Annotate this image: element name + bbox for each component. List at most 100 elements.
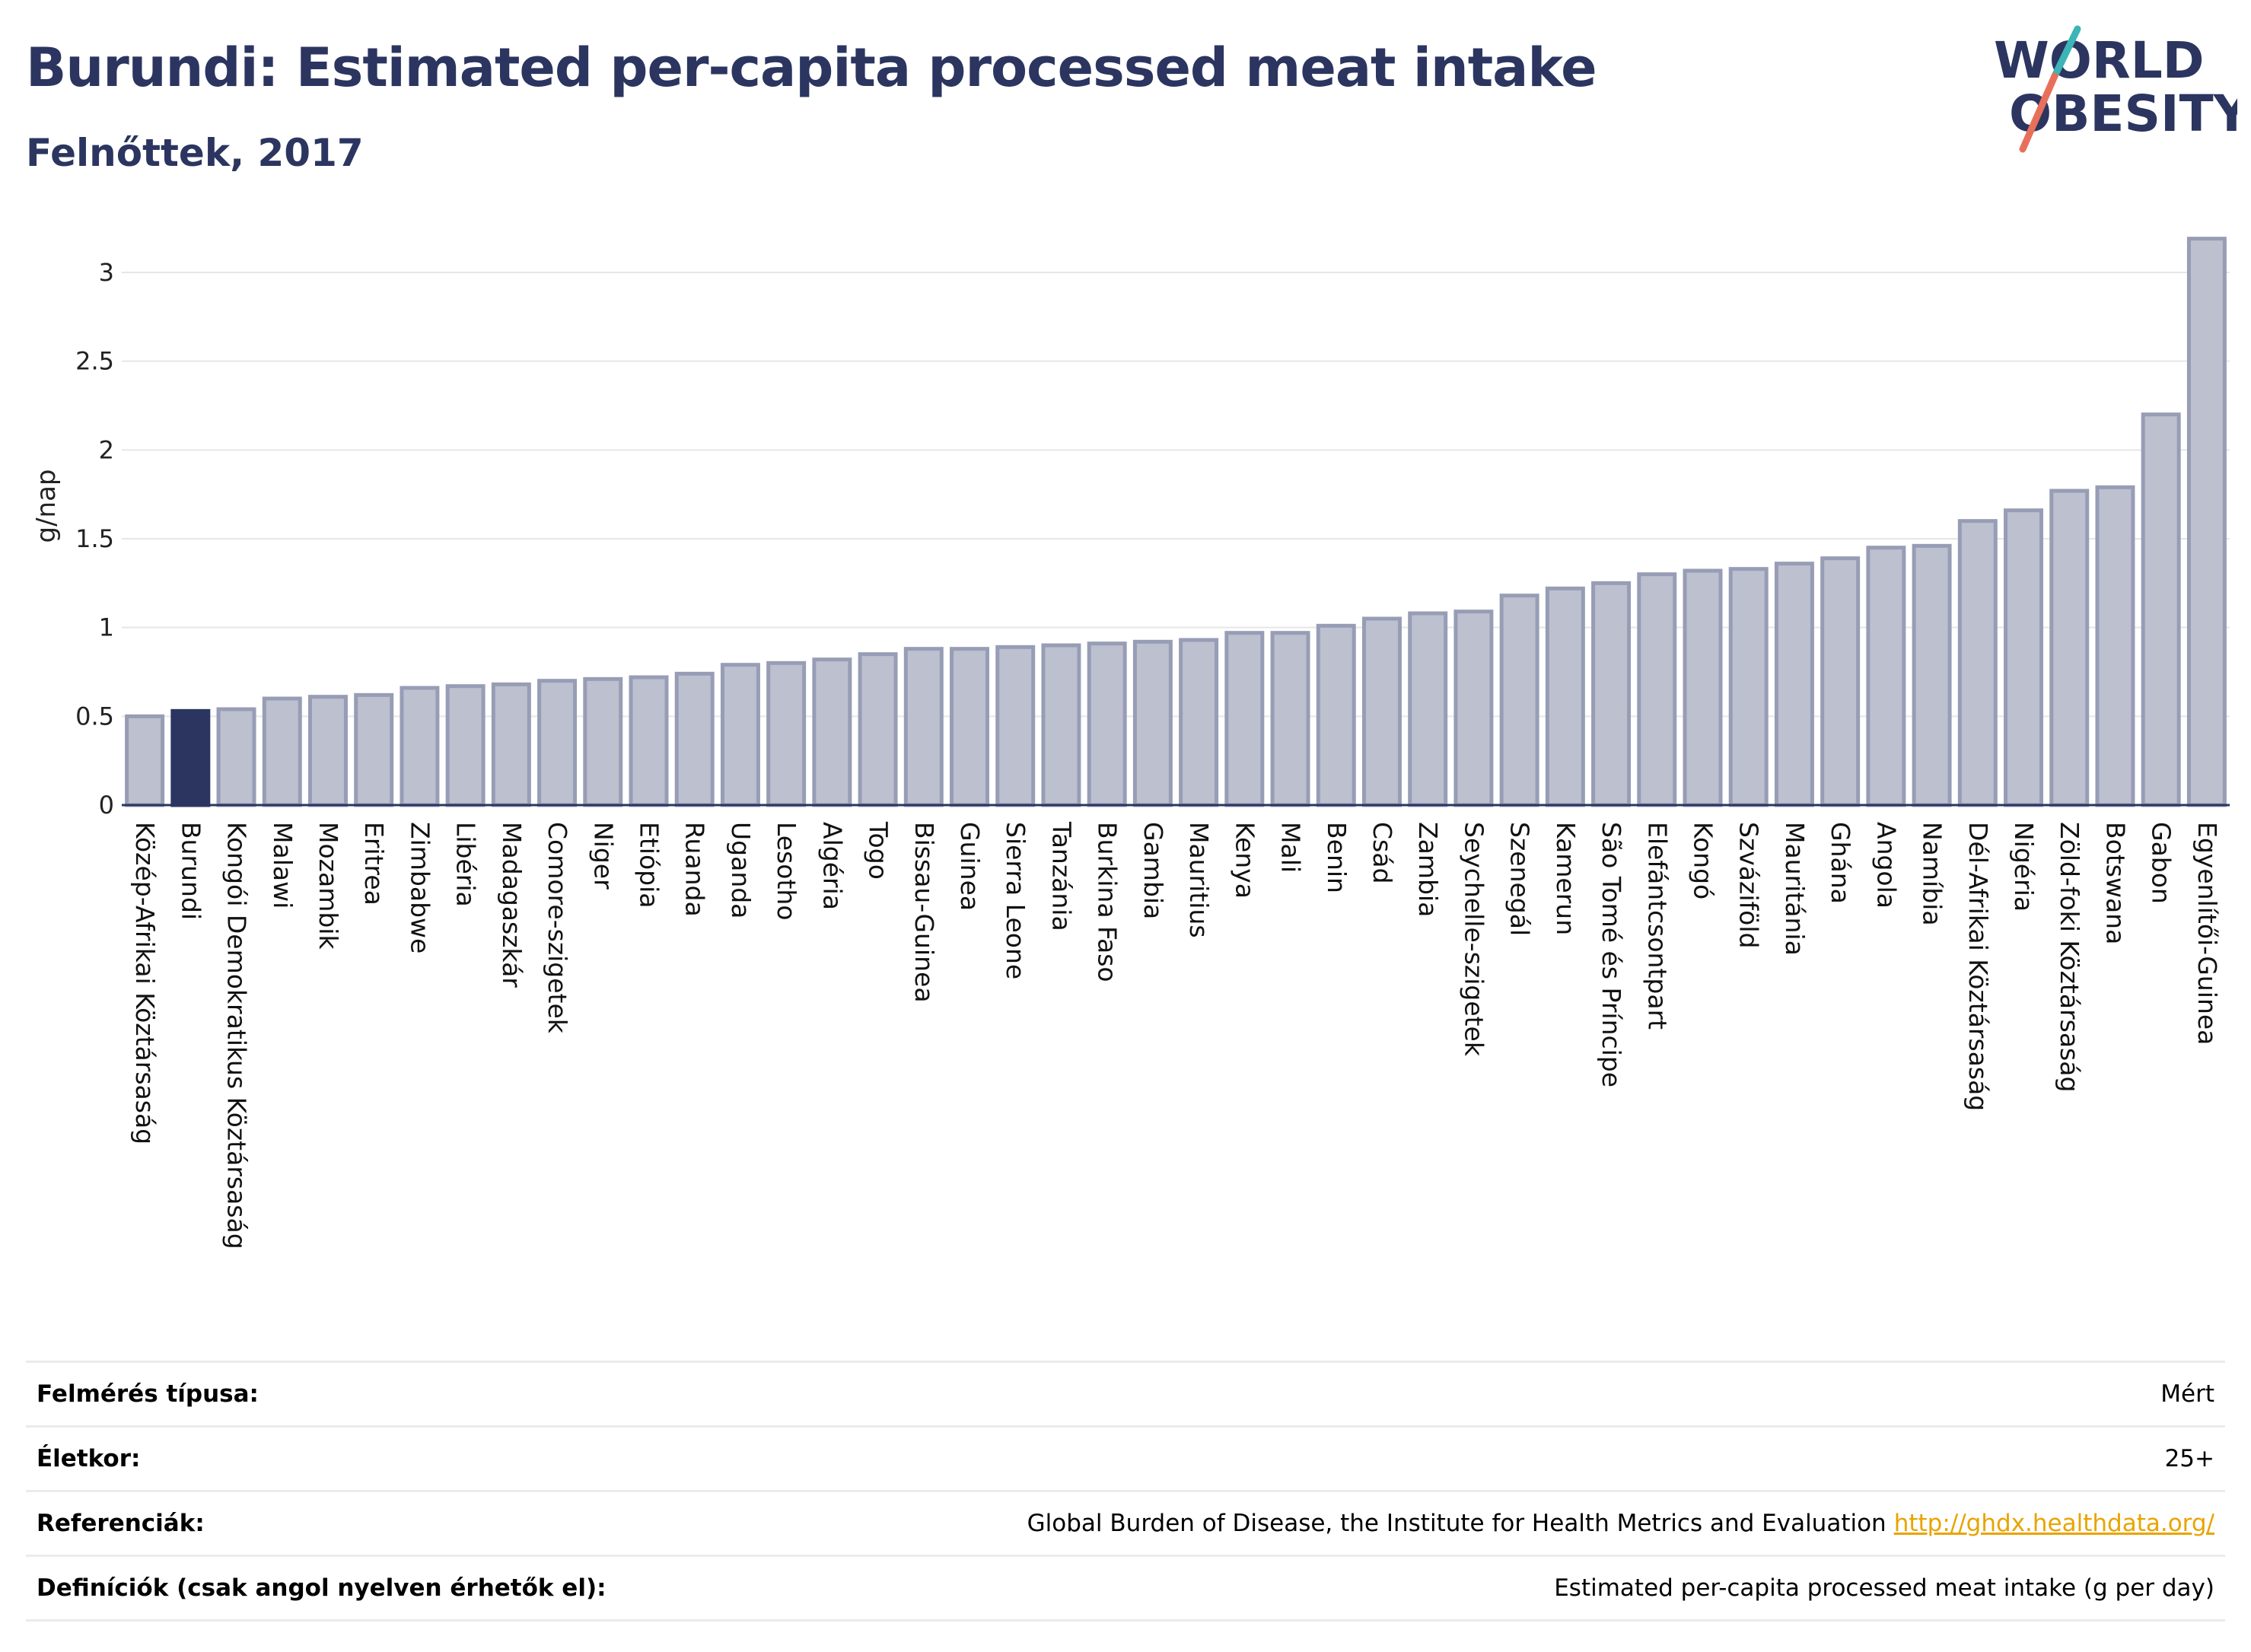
x-tick-label: Malawi: [268, 822, 298, 909]
bar: [1453, 610, 1494, 807]
x-tick-label: Uganda: [726, 822, 756, 918]
bar: [1179, 638, 1219, 807]
x-tick-label: Zambia: [1413, 822, 1443, 917]
bar: [766, 660, 807, 807]
bar: [1408, 611, 1448, 807]
x-tick-label: Közép-Afrikai Köztársaság: [130, 822, 160, 1144]
y-tick-label: 1: [99, 613, 114, 642]
bar: [307, 695, 348, 807]
x-tick-label: Ghána: [1826, 822, 1855, 904]
metadata-table: Felmérés típusa: Mért Életkor: 25+ Refer…: [26, 1361, 2225, 1622]
bar: [216, 707, 256, 807]
x-tick-label: Ruanda: [680, 822, 710, 917]
bar: [950, 647, 990, 807]
reference-text: Global Burden of Disease, the Institute …: [1027, 1510, 1886, 1537]
meta-label: Referenciák:: [37, 1510, 205, 1537]
meta-value: 25+: [2164, 1445, 2214, 1472]
x-tick-label: Burundi: [176, 822, 205, 920]
x-tick-label: Sierra Leone: [1001, 822, 1030, 979]
y-tick-label: 0: [99, 791, 114, 820]
meta-row-definitions: Definíciók (csak angol nyelven érhetők e…: [26, 1555, 2225, 1622]
bar: [2049, 489, 2090, 807]
bar: [491, 682, 531, 807]
x-tick-label: Szenegál: [1505, 822, 1535, 936]
x-tick-label: Mali: [1276, 822, 1306, 873]
y-tick-label: 3: [99, 258, 114, 287]
bar: [2004, 508, 2044, 807]
x-tick-label: Mauritius: [1184, 822, 1214, 938]
x-tick-label: Zimbabwe: [405, 822, 435, 953]
x-tick-label: Bissau-Guinea: [909, 822, 939, 1003]
x-tick-label: Burkina Faso: [1093, 822, 1122, 982]
y-tick-label: 2.5: [75, 347, 114, 376]
meta-label: Életkor:: [37, 1445, 141, 1472]
x-tick-label: Guinea: [955, 822, 985, 911]
bar: [2141, 412, 2181, 807]
page-title: Burundi: Estimated per-capita processed …: [26, 37, 1597, 99]
x-tick-label: Elefántcsontpart: [1642, 822, 1672, 1030]
x-tick-label: Csád: [1367, 822, 1397, 883]
page-subtitle: Felnőttek, 2017: [26, 131, 364, 175]
reference-link[interactable]: http://ghdx.healthdata.org/: [1893, 1510, 2214, 1537]
bar: [125, 714, 165, 807]
bar: [583, 676, 623, 807]
x-tick-label: Gabon: [2147, 822, 2176, 904]
x-tick-label: Algéria: [817, 822, 847, 910]
bar: [812, 657, 852, 807]
x-tick-label: Nigéria: [2009, 822, 2039, 912]
x-tick-label: Madagaszkár: [497, 822, 527, 988]
bar: [1774, 562, 1814, 807]
bar: [1957, 519, 1998, 807]
meta-row-age: Életkor: 25+: [26, 1425, 2225, 1490]
x-tick-label: Dél-Afrikai Köztársaság: [1963, 822, 1993, 1111]
bar: [1820, 556, 1861, 807]
bar: [1728, 567, 1769, 807]
x-tick-label: São Tomé és Príncipe: [1597, 822, 1626, 1087]
x-tick-label: Namíbia: [1918, 822, 1947, 926]
bar: [720, 663, 760, 807]
bar: [1270, 631, 1310, 807]
bar: [629, 675, 669, 807]
x-tick-label: Kongó: [1689, 822, 1718, 899]
logo-slash-coral: [2019, 72, 2058, 153]
x-tick-label: Kongói Demokratikus Köztársaság: [222, 822, 252, 1249]
x-tick-label: Kenya: [1230, 822, 1259, 899]
bar: [1132, 639, 1173, 807]
x-tick-label: Angola: [1871, 822, 1901, 909]
logo-slash-teal: [2051, 25, 2081, 80]
x-tick-label: Etiópia: [635, 822, 664, 909]
x-tick-label: Szváziföld: [1734, 822, 1764, 948]
x-tick-label: Comore-szigetek: [543, 822, 572, 1034]
bar-chart: 0 0.5 1 1.5 2 2.5 3 g/nap Közép-Afrikai Köztársa…: [31, 237, 2230, 1249]
x-tick-label: Botswana: [2100, 822, 2130, 944]
x-tick-label: Togo: [864, 821, 893, 880]
meta-value: Estimated per-capita processed meat inta…: [1554, 1574, 2214, 1602]
x-tick-label: Lesotho: [772, 822, 801, 921]
bar: [1866, 546, 1906, 807]
bar: [674, 671, 715, 807]
bar: [1545, 586, 1585, 807]
meta-label: Definíciók (csak angol nyelven érhetők e…: [37, 1574, 607, 1602]
bar: [170, 708, 211, 807]
x-tick-label: Kamerun: [1551, 822, 1581, 935]
bar: [354, 692, 394, 807]
x-tick-label: Niger: [588, 822, 618, 890]
bar: [2186, 237, 2227, 807]
meta-label: Felmérés típusa:: [37, 1380, 259, 1408]
world-obesity-logo: WORLD OBESITY: [1994, 25, 2237, 153]
bar: [995, 645, 1036, 807]
bar: [445, 684, 486, 807]
bar: [1591, 581, 1632, 807]
bar: [1683, 568, 1723, 807]
bar: [1087, 641, 1127, 807]
bar: [1361, 616, 1402, 807]
x-tick-label: Tanzánia: [1046, 821, 1076, 931]
bar: [1912, 543, 1952, 807]
bar: [537, 679, 578, 807]
logo-line1: WORLD: [1994, 31, 2205, 90]
bar: [262, 696, 302, 807]
y-axis-label: g/nap: [31, 469, 62, 543]
bar: [2095, 485, 2135, 807]
x-tick-label: Egyenlítői-Guinea: [2192, 822, 2222, 1045]
x-tick-label: Gambia: [1138, 822, 1168, 919]
